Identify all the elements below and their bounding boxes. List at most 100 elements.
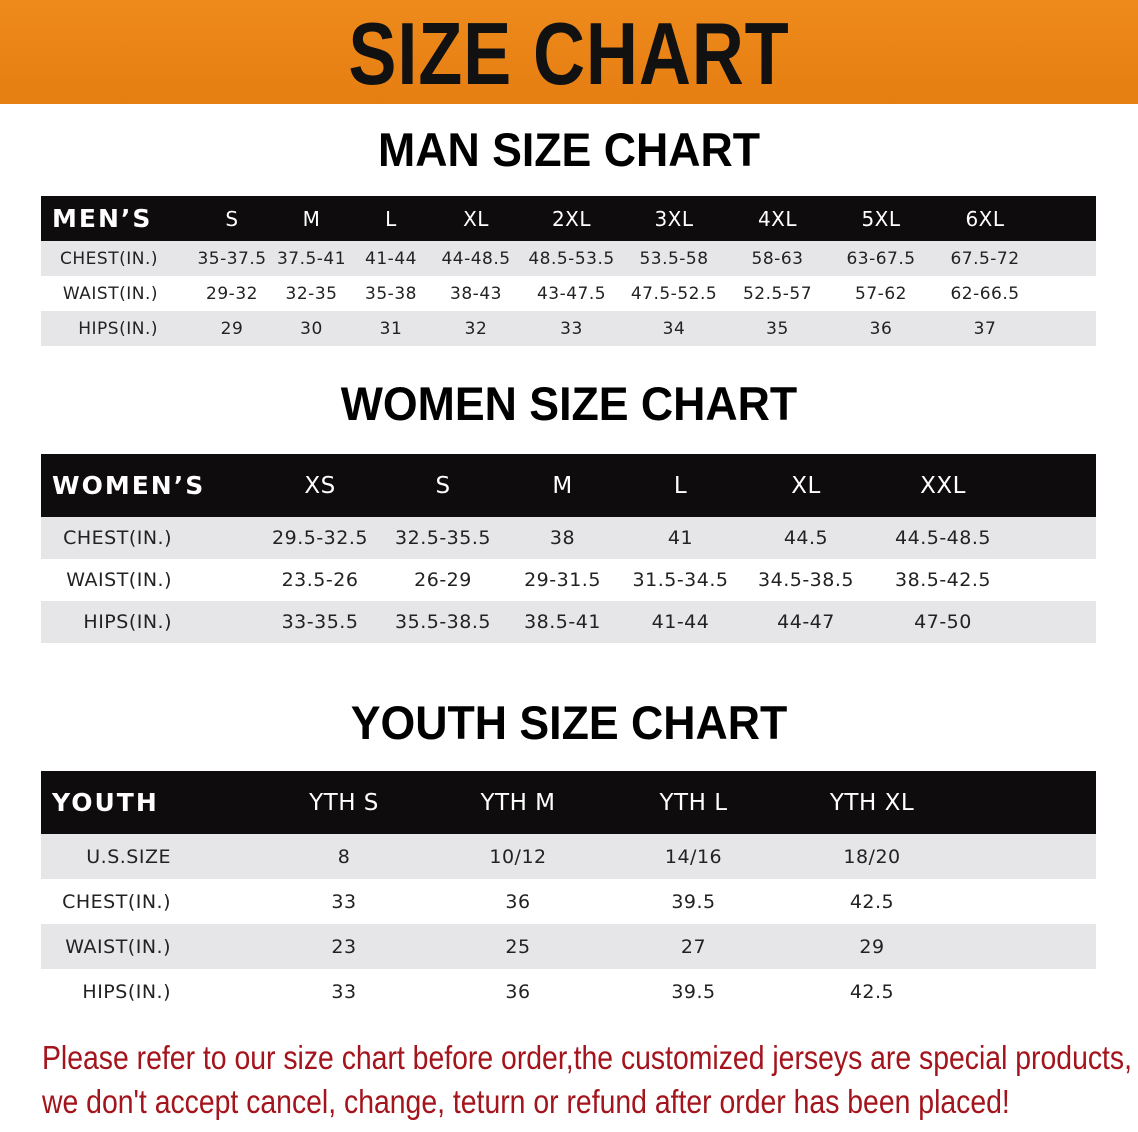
table-cell: 38 <box>549 527 576 549</box>
table-cell: 39.5 <box>671 890 716 913</box>
table-row: WAIST(IN.) 23 25 27 29 <box>41 924 1096 969</box>
table-cell: 63-67.5 <box>846 248 916 269</box>
table-cell: 33-35.5 <box>281 611 359 633</box>
table-row: HIPS(IN.) 33 36 39.5 42.5 <box>41 969 1096 1014</box>
size-header: XS <box>304 472 336 499</box>
table-cell: 23 <box>331 935 357 958</box>
size-header: 5XL <box>861 206 901 231</box>
table-cell: 47-50 <box>914 611 972 633</box>
youth-size-table: YOUTH YTH S YTH M YTH L YTH XL U.S.SIZE 8 10/12… <box>41 771 1096 1014</box>
table-cell: 42.5 <box>849 890 895 913</box>
notice-line-2: we don't accept cancel, change, teturn o… <box>42 1083 1010 1120</box>
size-header: YTH M <box>480 789 556 816</box>
table-header-label: WOMEN’S <box>52 471 206 500</box>
table-row: HIPS(IN.) 29 30 31 32 33 34 35 36 37 <box>41 311 1096 346</box>
table-cell: 29-31.5 <box>524 569 601 591</box>
table-cell: 34.5-38.5 <box>758 569 854 591</box>
table-cell: 62-66.5 <box>950 283 1020 304</box>
table-cell: 8 <box>337 845 351 868</box>
table-cell: 57-62 <box>855 283 907 304</box>
main-title: SIZE CHART <box>348 4 790 103</box>
banner: SIZE CHART <box>0 0 1138 104</box>
table-cell: 33 <box>331 980 357 1003</box>
table-row: WAIST(IN.) 29-32 32-35 35-38 38-43 43-47.5 47.… <box>41 276 1096 311</box>
row-label: HIPS(IN.) <box>82 980 171 1003</box>
size-header: L <box>385 206 397 231</box>
table-row: HIPS(IN.) 33-35.5 35.5-38.5 38.5-41 41-44 44-… <box>41 601 1096 643</box>
table-header-label: YOUTH <box>52 788 159 817</box>
row-label: CHEST(IN.) <box>62 890 171 913</box>
table-cell: 44-47 <box>777 611 835 633</box>
table-cell: 32.5-35.5 <box>395 527 491 549</box>
table-cell: 37 <box>973 318 997 339</box>
size-header: 6XL <box>965 206 1005 231</box>
table-cell: 35-38 <box>365 283 417 304</box>
table-cell: 27 <box>680 935 707 958</box>
table-row: CHEST(IN.) 35-37.5 37.5-41 41-44 44-48.5 48.5… <box>41 241 1096 276</box>
table-cell: 38.5-41 <box>524 611 601 633</box>
table-cell: 41-44 <box>651 611 710 633</box>
table-cell: 41 <box>667 527 694 549</box>
table-cell: 14/16 <box>664 845 723 868</box>
table-cell: 35-37.5 <box>197 248 267 269</box>
table-cell: 30 <box>300 318 323 339</box>
size-header: XL <box>791 472 821 499</box>
table-cell: 52.5-57 <box>742 283 813 304</box>
table-cell: 41-44 <box>365 248 417 269</box>
table-cell: 35 <box>766 318 789 339</box>
size-header: S <box>435 472 451 499</box>
table-cell: 26-29 <box>414 569 472 591</box>
table-header-row: YOUTH YTH S YTH M YTH L YTH XL <box>41 771 1096 834</box>
table-cell: 58-63 <box>751 248 804 269</box>
women-section-title: WOMEN SIZE CHART <box>340 377 798 430</box>
table-cell: 33 <box>331 890 357 913</box>
size-header: 2XL <box>551 206 592 231</box>
men-size-table: MEN’S S M L XL 2XL 3XL 4XL 5XL 6XL CHEST(IN.) 35-37… <box>41 196 1096 346</box>
size-header: XXL <box>920 472 966 499</box>
table-cell: 23.5-26 <box>281 569 359 591</box>
row-label: CHEST(IN.) <box>60 248 158 269</box>
table-cell: 25 <box>505 935 531 958</box>
size-header: XL <box>463 206 489 231</box>
table-cell: 32-35 <box>285 283 338 304</box>
row-label: CHEST(IN.) <box>63 527 172 549</box>
size-header: 3XL <box>654 206 694 231</box>
women-size-table: WOMEN’S XS S M L XL XXL CHEST(IN.) 29.5-32.5 32.5… <box>41 454 1096 643</box>
size-header: YTH S <box>309 789 379 816</box>
table-cell: 29.5-32.5 <box>272 527 368 549</box>
row-label: WAIST(IN.) <box>66 569 172 591</box>
row-label: WAIST(IN.) <box>65 935 171 958</box>
table-cell: 47.5-52.5 <box>630 283 718 304</box>
table-cell: 33 <box>560 318 583 339</box>
table-cell: 36 <box>505 890 531 913</box>
table-row: CHEST(IN.) 29.5-32.5 32.5-35.5 38 41 44.5 44.5… <box>41 517 1096 559</box>
table-cell: 67.5-72 <box>950 248 1020 269</box>
table-cell: 38-43 <box>450 283 502 304</box>
size-header: M <box>552 472 573 499</box>
table-cell: 48.5-53.5 <box>528 248 615 269</box>
table-cell: 44.5 <box>783 527 829 549</box>
table-row: CHEST(IN.) 33 36 39.5 42.5 <box>41 879 1096 924</box>
size-header: M <box>302 206 321 231</box>
table-row: WAIST(IN.) 23.5-26 26-29 29-31.5 31.5-34.5 34… <box>41 559 1096 601</box>
table-cell: 44.5-48.5 <box>895 527 991 549</box>
table-cell: 39.5 <box>671 980 716 1003</box>
table-cell: 36 <box>505 980 531 1003</box>
size-header: L <box>673 472 688 499</box>
order-notice: Please refer to our size chart before or… <box>42 1036 1133 1124</box>
table-row: U.S.SIZE 8 10/12 14/16 18/20 <box>41 834 1096 879</box>
row-label: HIPS(IN.) <box>78 318 158 339</box>
men-section-title: MAN SIZE CHART <box>378 123 760 176</box>
table-cell: 35.5-38.5 <box>395 611 491 633</box>
notice-line-1: Please refer to our size chart before or… <box>42 1039 1133 1076</box>
table-cell: 36 <box>869 318 893 339</box>
row-label: WAIST(IN.) <box>62 283 158 304</box>
table-cell: 29 <box>859 935 885 958</box>
size-header: YTH XL <box>829 789 915 816</box>
table-cell: 37.5-41 <box>276 248 347 269</box>
table-cell: 29-32 <box>206 283 258 304</box>
table-cell: 42.5 <box>849 980 895 1003</box>
row-label: U.S.SIZE <box>86 845 171 868</box>
table-cell: 34 <box>662 318 686 339</box>
table-cell: 32 <box>464 318 488 339</box>
